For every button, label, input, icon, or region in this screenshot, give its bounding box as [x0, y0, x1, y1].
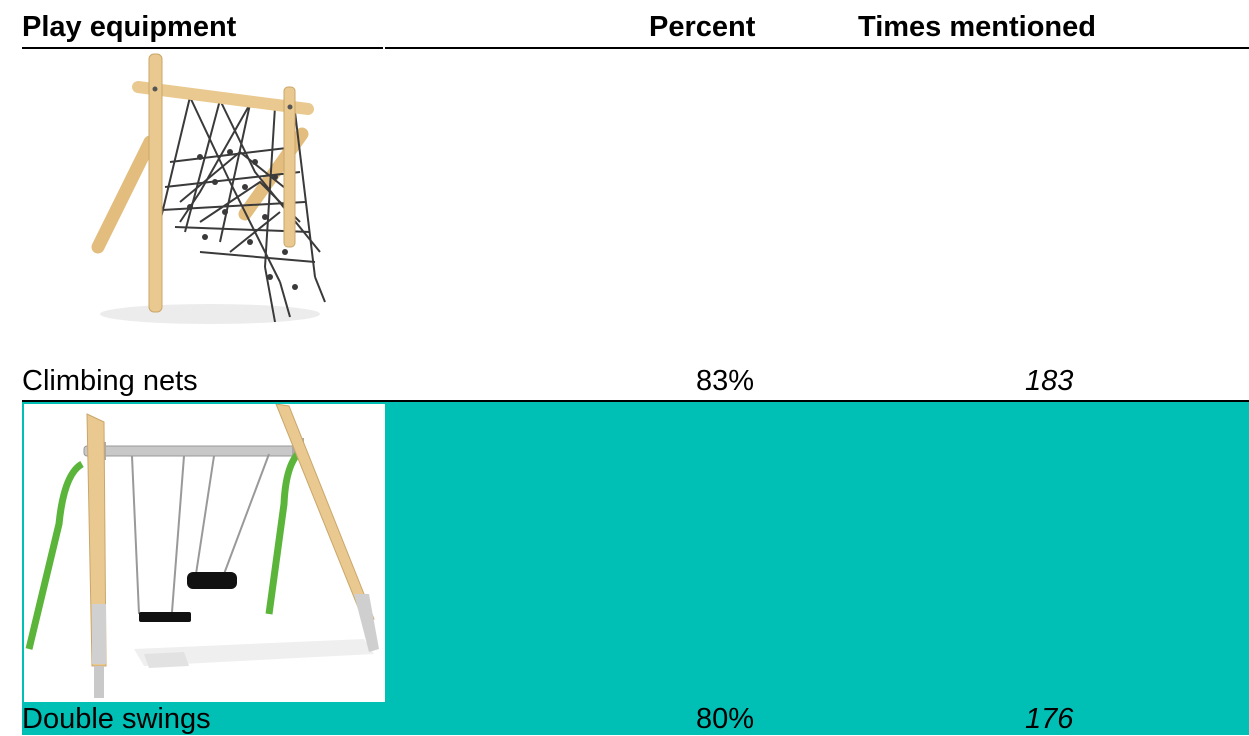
- row-divider: [22, 400, 1249, 402]
- double-swing-image: [24, 404, 385, 702]
- header-times-mentioned: Times mentioned: [858, 11, 1096, 43]
- header-percent: Percent: [649, 11, 756, 43]
- row-times-double-swings: 176: [1025, 703, 1074, 735]
- row-times-climbing-nets: 183: [1025, 365, 1074, 397]
- row-percent-climbing-nets: 83%: [696, 365, 755, 397]
- header-rule-gap: [383, 47, 385, 49]
- header-rule: [22, 47, 1249, 49]
- climbing-net-image: [80, 52, 340, 332]
- row-name-double-swings: Double swings: [22, 703, 211, 735]
- header-play-equipment: Play equipment: [22, 11, 237, 43]
- row-percent-double-swings: 80%: [696, 703, 755, 735]
- row-name-climbing-nets: Climbing nets: [22, 365, 198, 397]
